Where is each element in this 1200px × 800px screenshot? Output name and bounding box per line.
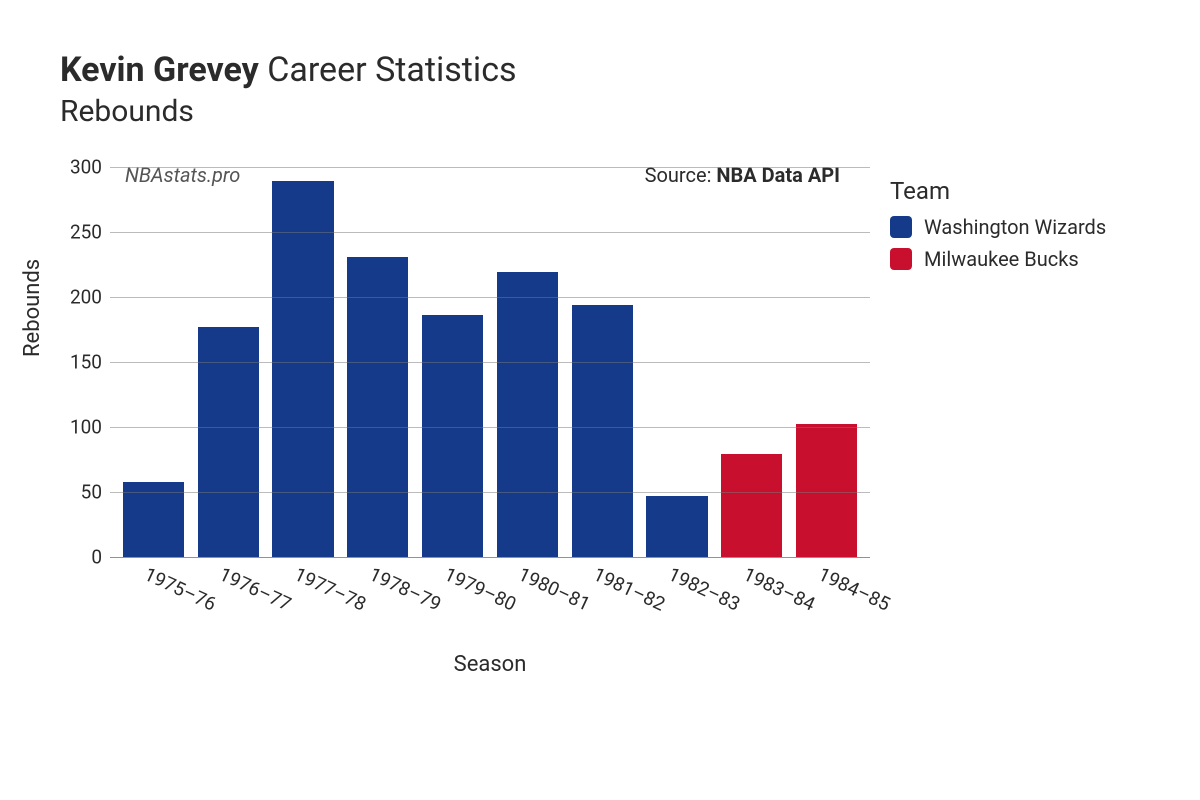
x-tick-label: 1978–79 <box>366 562 445 615</box>
bar <box>347 257 408 557</box>
y-tick-label: 100 <box>70 415 102 438</box>
x-tick-label: 1975–76 <box>141 562 220 615</box>
y-tick-label: 300 <box>70 156 102 179</box>
y-tick-label: 250 <box>70 220 102 243</box>
x-axis-label: Season <box>110 652 870 677</box>
y-tick-label: 50 <box>81 481 102 504</box>
legend: Team Washington Wizards Milwaukee Bucks <box>890 177 1106 279</box>
y-tick-label: 0 <box>91 546 102 569</box>
x-tick-label: 1976–77 <box>216 562 295 615</box>
x-tick-label: 1979–80 <box>440 562 519 615</box>
x-tick-label: 1983–84 <box>740 562 819 615</box>
bar <box>272 181 333 557</box>
x-tick-label: 1984–85 <box>814 562 893 615</box>
bar <box>646 496 707 557</box>
x-tick-label: 1980–81 <box>515 562 594 615</box>
legend-swatch <box>890 248 912 270</box>
gridline <box>110 167 870 168</box>
gridline <box>110 232 870 233</box>
title-player: Kevin Grevey <box>60 50 259 90</box>
bar <box>721 454 782 557</box>
legend-item: Milwaukee Bucks <box>890 247 1106 271</box>
chart-subtitle: Rebounds <box>60 94 1160 129</box>
chart-title: Kevin Grevey Career Statistics <box>60 50 1160 90</box>
bar <box>497 272 558 557</box>
legend-label: Milwaukee Bucks <box>924 247 1079 271</box>
gridline <box>110 362 870 363</box>
chart-area: NBAstats.pro Source: NBA Data API Reboun… <box>60 147 1160 707</box>
gridline <box>110 492 870 493</box>
x-tick-label: 1977–78 <box>291 562 370 615</box>
legend-label: Washington Wizards <box>924 215 1106 239</box>
x-tick-label: 1982–83 <box>665 562 744 615</box>
bar <box>796 424 857 557</box>
plot-region: 1975–761976–771977–781978–791979–801980–… <box>110 167 870 557</box>
y-axis-label: Rebounds <box>20 259 45 357</box>
y-tick-label: 200 <box>70 285 102 308</box>
y-tick-label: 150 <box>70 351 102 374</box>
legend-title: Team <box>890 177 1106 205</box>
x-tick-label: 1981–82 <box>590 562 669 615</box>
bar <box>422 315 483 557</box>
legend-item: Washington Wizards <box>890 215 1106 239</box>
chart-container: Kevin Grevey Career Statistics Rebounds … <box>60 50 1160 707</box>
legend-swatch <box>890 216 912 238</box>
gridline <box>110 427 870 428</box>
gridline <box>110 297 870 298</box>
x-axis-line <box>110 557 870 558</box>
bar <box>572 305 633 557</box>
title-suffix: Career Statistics <box>267 50 516 90</box>
